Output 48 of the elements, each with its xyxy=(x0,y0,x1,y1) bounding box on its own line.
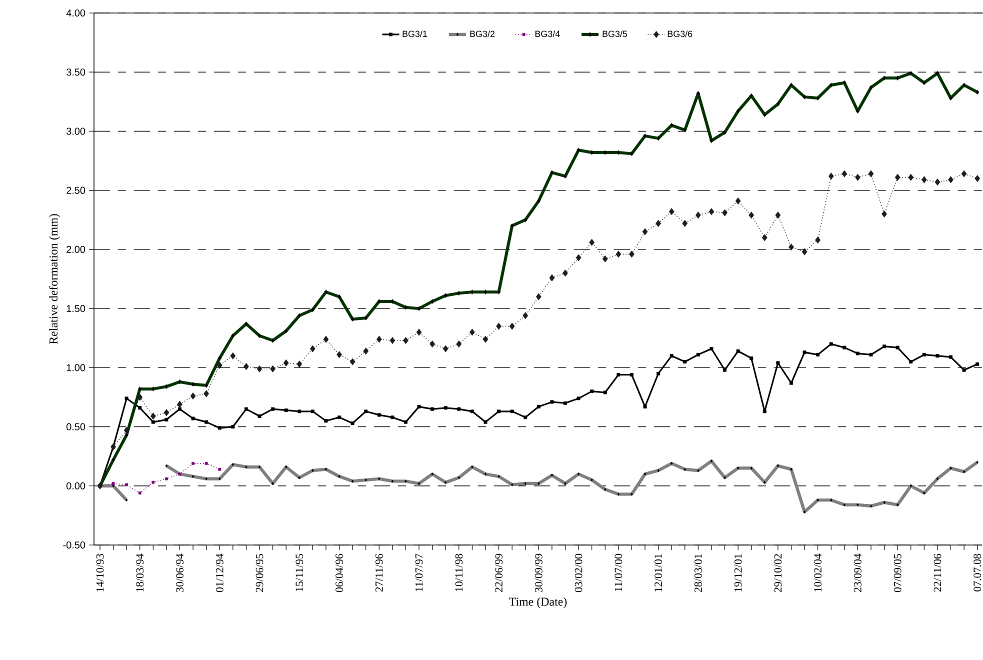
point xyxy=(125,483,128,486)
x-axis-title: Time (Date) xyxy=(509,597,567,608)
x-tick-label: 12/01/01 xyxy=(654,554,662,592)
x-tick-label: 11/07/97 xyxy=(415,554,423,592)
x-tick-label: 07/09/05 xyxy=(894,554,902,592)
x-tick-label: 23/09/04 xyxy=(854,554,862,592)
point xyxy=(204,462,208,465)
legend-label: BG3/2 xyxy=(470,30,495,38)
legend-label: BG3/1 xyxy=(402,30,427,38)
x-tick-label: 01/12/94 xyxy=(216,554,224,592)
point xyxy=(138,492,142,494)
y-tick-label: 0.50 xyxy=(66,423,86,430)
x-tick-label: 29/06/95 xyxy=(256,554,264,592)
x-tick-label: 22/11/06 xyxy=(934,554,942,592)
point xyxy=(112,482,115,485)
x-tick-label: 14/10/93 xyxy=(96,554,104,592)
x-tick-label: 28/03/01 xyxy=(694,554,702,592)
x-tick-label: 30/06/94 xyxy=(176,554,184,592)
y-tick-label: 1.50 xyxy=(66,305,86,312)
y-tick-label: 3.50 xyxy=(66,68,86,76)
legend-label: BG3/4 xyxy=(535,30,560,38)
y-tick-label: -0.50 xyxy=(63,541,86,549)
y-tick-label: 4.00 xyxy=(66,9,86,17)
y-axis-title: Relative deformation (mm) xyxy=(48,214,60,344)
x-tick-label: 15/11/95 xyxy=(296,554,304,592)
point xyxy=(218,468,222,471)
x-tick-label: 30/09/99 xyxy=(534,554,542,592)
y-tick-label: 2.00 xyxy=(66,246,86,253)
x-tick-label: 29/10/02 xyxy=(774,554,782,592)
x-tick-label: 18/03/94 xyxy=(136,554,144,592)
y-tick-label: 2.50 xyxy=(66,186,86,194)
y-tick-label: 1.00 xyxy=(66,364,86,372)
x-tick-label: 10/11/98 xyxy=(455,554,463,592)
point xyxy=(152,480,155,484)
point xyxy=(165,477,168,480)
y-tick-label: 3.00 xyxy=(66,128,86,135)
legend-label: BG3/6 xyxy=(668,30,692,38)
legend-label: BG3/5 xyxy=(602,30,628,38)
x-tick-label: 07.07.08 xyxy=(974,554,982,592)
x-tick-label: 19/12/01 xyxy=(734,554,742,592)
point xyxy=(192,462,194,465)
x-tick-label: 06/04/96 xyxy=(336,554,343,592)
x-tick-label: 22/06/99 xyxy=(495,554,502,592)
x-tick-label: 27/11/96 xyxy=(375,554,383,592)
y-tick-label: 0.00 xyxy=(66,482,86,490)
x-tick-label: 03/02/00 xyxy=(574,554,582,592)
x-tick-label: 11/07/00 xyxy=(614,554,622,592)
x-tick-label: 10/02/04 xyxy=(814,554,822,592)
